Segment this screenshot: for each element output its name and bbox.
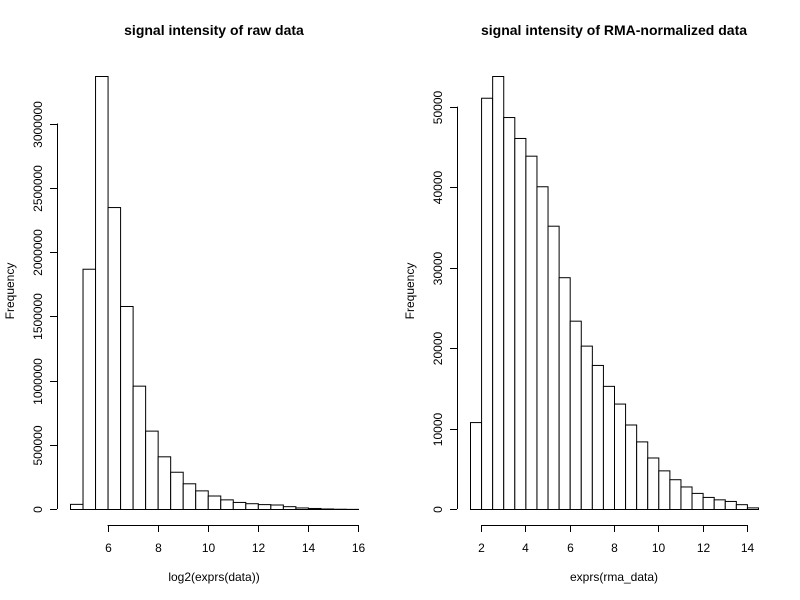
histogram-bar — [70, 503, 84, 511]
histogram-bar — [503, 117, 516, 510]
x-tick-label: 16 — [352, 541, 366, 555]
histogram-bar — [636, 441, 649, 510]
histogram-bar — [95, 76, 109, 510]
histogram-bar — [220, 499, 234, 510]
histogram-bar — [591, 364, 604, 510]
histogram-bar — [735, 504, 748, 510]
x-tick-label: 8 — [155, 541, 162, 555]
y-axis: 0 500000 1000000 1500000 2000000 2500000 30000… — [31, 101, 58, 513]
chart-title: signal intensity of raw data — [124, 22, 304, 38]
histogram-bar — [307, 507, 322, 510]
histogram-bar — [580, 345, 593, 510]
x-tick-label: 10 — [652, 541, 666, 555]
histogram-bar — [132, 385, 147, 511]
histogram-bar — [547, 225, 560, 510]
y-tick-label: 2500000 — [31, 165, 45, 212]
histogram-bar — [492, 76, 505, 510]
x-tick-label: 12 — [697, 541, 711, 555]
x-tick-label: 6 — [567, 541, 574, 555]
x-tick-label: 10 — [202, 541, 216, 555]
histogram-bar — [257, 504, 272, 510]
histogram-bar — [680, 486, 693, 511]
histogram-bar — [207, 495, 222, 511]
histogram-bar — [669, 479, 682, 511]
x-axis: 6 8 10 12 14 16 — [105, 525, 365, 555]
histogram-bar — [107, 207, 122, 511]
histogram-bars — [470, 76, 760, 511]
x-axis-label: log2(exprs(data)) — [168, 570, 259, 584]
histogram-bar — [536, 186, 549, 510]
histogram-bar — [625, 424, 638, 510]
histogram-bar — [602, 385, 616, 510]
histogram-bar — [647, 457, 660, 510]
histogram-bar — [558, 277, 571, 511]
x-tick-label: 4 — [522, 541, 529, 555]
y-tick-label: 1500000 — [31, 293, 45, 340]
histogram-bar — [614, 403, 627, 511]
histogram-bar — [569, 320, 582, 511]
histogram-bar — [514, 137, 527, 511]
y-tick-label: 50000 — [431, 90, 445, 124]
histogram-bar — [195, 490, 209, 511]
histogram-bar — [746, 507, 760, 510]
y-tick-label: 20000 — [431, 331, 445, 365]
histogram-bar — [724, 500, 737, 510]
chart-title: signal intensity of RMA-normalized data — [481, 22, 747, 38]
y-tick-label: 0 — [431, 506, 445, 513]
x-tick-label: 14 — [741, 541, 755, 555]
histogram-bar — [702, 496, 715, 511]
y-tick-label: 10000 — [431, 412, 445, 446]
x-tick-label: 14 — [302, 541, 316, 555]
x-tick-label: 2 — [478, 541, 485, 555]
raw-data-histogram-panel: signal intensity of raw data log2(exprs(… — [3, 22, 365, 584]
y-tick-label: 30000 — [431, 251, 445, 285]
y-tick-label: 3000000 — [31, 101, 45, 148]
y-tick-label: 40000 — [431, 170, 445, 204]
rma-histogram-panel: signal intensity of RMA-normalized data … — [403, 22, 760, 584]
histogram-bar — [295, 507, 309, 511]
y-axis: 0 10000 20000 30000 40000 50000 — [431, 90, 458, 513]
histogram-bar — [525, 155, 538, 510]
y-tick-label: 1000000 — [31, 358, 45, 405]
histogram-bar — [145, 430, 159, 510]
histogram-bar — [713, 499, 726, 511]
y-axis-label: Frequency — [403, 263, 417, 320]
histogram-bar — [82, 268, 97, 511]
x-axis: 2 4 6 8 10 12 14 — [478, 525, 754, 555]
histogram-bar — [157, 456, 172, 510]
histogram-bar — [691, 492, 704, 511]
histogram-bar — [120, 305, 134, 510]
y-axis-label: Frequency — [3, 263, 17, 320]
x-tick-label: 6 — [105, 541, 112, 555]
y-tick-label: 2000000 — [31, 229, 45, 276]
y-tick-label: 500000 — [31, 425, 45, 465]
histogram-bar — [232, 501, 247, 510]
histogram-bar — [470, 422, 483, 510]
histogram-bar — [481, 97, 494, 511]
y-tick-label: 0 — [31, 506, 45, 513]
histogram-bar — [320, 508, 334, 510]
histogram-bar — [282, 506, 297, 510]
histogram-bar — [170, 471, 184, 510]
histogram-bar — [182, 483, 197, 511]
histogram-bar — [658, 470, 671, 511]
x-tick-label: 8 — [611, 541, 618, 555]
x-tick-label: 12 — [252, 541, 266, 555]
histogram-bars — [70, 76, 360, 511]
x-axis-label: exprs(rma_data) — [570, 570, 658, 584]
histogram-bar — [245, 503, 259, 511]
histogram-bar — [270, 504, 284, 510]
